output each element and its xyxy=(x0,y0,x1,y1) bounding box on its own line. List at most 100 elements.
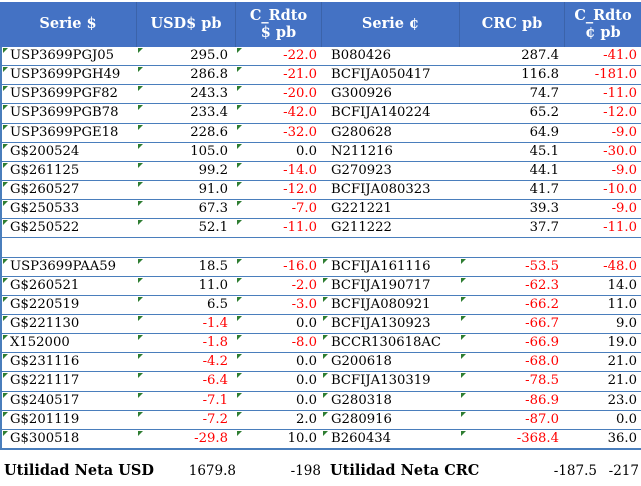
c-rdto-crc-cell[interactable]: -181.0 xyxy=(565,66,641,84)
serie-usd-cell[interactable]: G$201119 xyxy=(2,411,137,429)
usd-pb-cell[interactable]: 67.3 xyxy=(137,200,236,218)
serie-crc-cell[interactable]: BCFIJA080323 xyxy=(322,181,460,199)
usd-pb-cell[interactable]: -7.1 xyxy=(137,392,236,410)
serie-usd-cell[interactable]: G$220519 xyxy=(2,296,137,314)
c-rdto-usd-cell[interactable]: 0.0 xyxy=(236,353,322,371)
crc-pb-cell[interactable]: 65.2 xyxy=(460,104,565,122)
serie-crc-cell[interactable]: G280916 xyxy=(322,411,460,429)
serie-crc-cell[interactable]: BCFIJA050417 xyxy=(322,66,460,84)
usd-pb-cell[interactable]: 91.0 xyxy=(137,181,236,199)
serie-usd-cell[interactable]: G$260527 xyxy=(2,181,137,199)
usd-pb-cell[interactable]: 295.0 xyxy=(137,47,236,65)
usd-pb-cell[interactable]: -1.8 xyxy=(137,334,236,352)
c-rdto-crc-cell[interactable]: 19.0 xyxy=(565,334,641,352)
c-rdto-usd-cell[interactable]: -22.0 xyxy=(236,47,322,65)
c-rdto-crc-cell[interactable]: 0.0 xyxy=(565,411,641,429)
usd-pb-cell[interactable]: 286.8 xyxy=(137,66,236,84)
crc-pb-cell[interactable]: 39.3 xyxy=(460,200,565,218)
usd-pb-cell[interactable]: 105.0 xyxy=(137,143,236,161)
serie-crc-cell[interactable]: B080426 xyxy=(322,47,460,65)
c-rdto-crc-cell[interactable]: 14.0 xyxy=(565,277,641,295)
c-rdto-crc-cell[interactable] xyxy=(565,238,641,256)
c-rdto-crc-cell[interactable]: -9.0 xyxy=(565,200,641,218)
serie-usd-cell[interactable]: USP3699PAA59 xyxy=(2,258,137,276)
net-profit-crc-delta[interactable]: -217 xyxy=(608,462,639,479)
serie-usd-cell[interactable]: USP3699PGE18 xyxy=(2,124,137,142)
crc-pb-cell[interactable]: -86.9 xyxy=(460,392,565,410)
usd-pb-cell[interactable]: 11.0 xyxy=(137,277,236,295)
serie-crc-cell[interactable]: BCFIJA130923 xyxy=(322,315,460,333)
crc-pb-cell[interactable]: -78.5 xyxy=(460,372,565,390)
usd-pb-cell[interactable]: -1.4 xyxy=(137,315,236,333)
usd-pb-cell[interactable]: -7.2 xyxy=(137,411,236,429)
serie-usd-cell[interactable]: G$250533 xyxy=(2,200,137,218)
crc-pb-cell[interactable]: -53.5 xyxy=(460,258,565,276)
c-rdto-crc-cell[interactable]: 9.0 xyxy=(565,315,641,333)
serie-usd-cell[interactable]: USP3699PGJ05 xyxy=(2,47,137,65)
serie-crc-cell[interactable] xyxy=(322,238,460,256)
c-rdto-crc-cell[interactable]: -9.0 xyxy=(565,162,641,180)
c-rdto-crc-cell[interactable]: -12.0 xyxy=(565,104,641,122)
crc-pb-cell[interactable]: 64.9 xyxy=(460,124,565,142)
crc-pb-cell[interactable]: -62.3 xyxy=(460,277,565,295)
serie-usd-cell[interactable]: G$300518 xyxy=(2,430,137,448)
usd-pb-cell[interactable]: 18.5 xyxy=(137,258,236,276)
c-rdto-crc-cell[interactable]: -11.0 xyxy=(565,219,641,237)
c-rdto-usd-cell[interactable]: -8.0 xyxy=(236,334,322,352)
column-header-serie-usd[interactable]: Serie $ xyxy=(0,2,137,47)
serie-crc-cell[interactable]: G221221 xyxy=(322,200,460,218)
c-rdto-usd-cell[interactable]: -32.0 xyxy=(236,124,322,142)
c-rdto-usd-cell[interactable]: -2.0 xyxy=(236,277,322,295)
c-rdto-usd-cell[interactable]: 0.0 xyxy=(236,372,322,390)
crc-pb-cell[interactable]: -87.0 xyxy=(460,411,565,429)
c-rdto-crc-cell[interactable]: 11.0 xyxy=(565,296,641,314)
c-rdto-usd-cell[interactable]: -7.0 xyxy=(236,200,322,218)
usd-pb-cell[interactable]: 233.4 xyxy=(137,104,236,122)
crc-pb-cell[interactable]: 287.4 xyxy=(460,47,565,65)
serie-crc-cell[interactable]: G300926 xyxy=(322,85,460,103)
column-header-usd-pb[interactable]: USD$ pb xyxy=(137,2,236,47)
crc-pb-cell[interactable]: 41.7 xyxy=(460,181,565,199)
crc-pb-cell[interactable]: 116.8 xyxy=(460,66,565,84)
crc-pb-cell[interactable]: -68.0 xyxy=(460,353,565,371)
usd-pb-cell[interactable]: 228.6 xyxy=(137,124,236,142)
serie-crc-cell[interactable]: BCFIJA130319 xyxy=(322,372,460,390)
crc-pb-cell[interactable]: -368.4 xyxy=(460,430,565,448)
crc-pb-cell[interactable]: 45.1 xyxy=(460,143,565,161)
serie-usd-cell[interactable] xyxy=(2,238,137,256)
c-rdto-crc-cell[interactable]: 21.0 xyxy=(565,353,641,371)
c-rdto-usd-cell[interactable]: 2.0 xyxy=(236,411,322,429)
serie-crc-cell[interactable]: G200618 xyxy=(322,353,460,371)
serie-crc-cell[interactable]: B260434 xyxy=(322,430,460,448)
serie-usd-cell[interactable]: USP3699PGB78 xyxy=(2,104,137,122)
serie-crc-cell[interactable]: BCFIJA140224 xyxy=(322,104,460,122)
c-rdto-usd-cell[interactable] xyxy=(236,238,322,256)
net-profit-crc-value[interactable]: -187.5 xyxy=(553,462,597,479)
column-header-serie-crc[interactable]: Serie ¢ xyxy=(322,2,460,47)
column-header-c-rdto-crc[interactable]: C_Rdto ¢ pb xyxy=(574,6,632,41)
serie-usd-cell[interactable]: G$231116 xyxy=(2,353,137,371)
crc-pb-cell[interactable]: 37.7 xyxy=(460,219,565,237)
usd-pb-cell[interactable]: -29.8 xyxy=(137,430,236,448)
c-rdto-usd-cell[interactable]: -20.0 xyxy=(236,85,322,103)
c-rdto-crc-cell[interactable]: -9.0 xyxy=(565,124,641,142)
c-rdto-usd-cell[interactable]: 0.0 xyxy=(236,392,322,410)
usd-pb-cell[interactable]: 6.5 xyxy=(137,296,236,314)
serie-usd-cell[interactable]: G$221117 xyxy=(2,372,137,390)
crc-pb-cell[interactable] xyxy=(460,238,565,256)
crc-pb-cell[interactable]: -66.2 xyxy=(460,296,565,314)
c-rdto-crc-cell[interactable]: 21.0 xyxy=(565,372,641,390)
c-rdto-usd-cell[interactable]: -21.0 xyxy=(236,66,322,84)
serie-crc-cell[interactable]: N211216 xyxy=(322,143,460,161)
serie-usd-cell[interactable]: G$200524 xyxy=(2,143,137,161)
crc-pb-cell[interactable]: -66.9 xyxy=(460,334,565,352)
c-rdto-crc-cell[interactable]: -10.0 xyxy=(565,181,641,199)
serie-usd-cell[interactable]: G$221130 xyxy=(2,315,137,333)
usd-pb-cell[interactable]: 52.1 xyxy=(137,219,236,237)
c-rdto-usd-cell[interactable]: -14.0 xyxy=(236,162,322,180)
serie-crc-cell[interactable]: G280628 xyxy=(322,124,460,142)
c-rdto-usd-cell[interactable]: -12.0 xyxy=(236,181,322,199)
net-profit-usd-delta[interactable]: -198 xyxy=(290,462,321,479)
usd-pb-cell[interactable]: -6.4 xyxy=(137,372,236,390)
serie-crc-cell[interactable]: BCFIJA190717 xyxy=(322,277,460,295)
